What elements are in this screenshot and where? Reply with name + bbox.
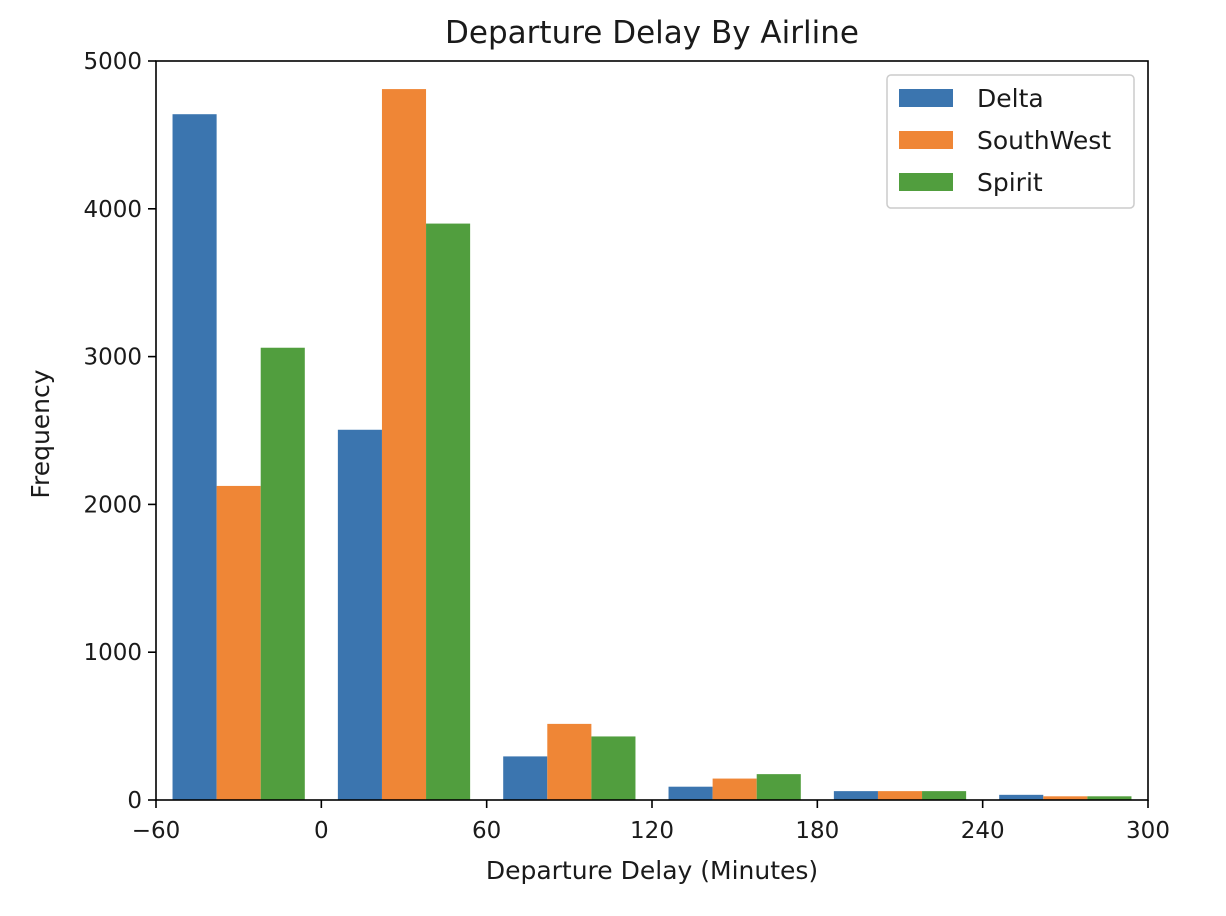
y-tick-label: 2000 [83, 492, 142, 518]
bar-delta-bin-5 [999, 794, 1044, 800]
bar-delta-bin-4 [833, 791, 878, 800]
x-tick-label: 120 [630, 818, 674, 844]
bar-southwest-bin-2 [547, 723, 592, 800]
legend-swatch-southwest [899, 131, 953, 149]
legend-label-southwest: SouthWest [977, 126, 1111, 155]
y-tick-label: 0 [127, 788, 142, 814]
legend-swatch-delta [899, 89, 953, 107]
bar-spirit-bin-0 [260, 347, 305, 800]
y-tick-label: 3000 [83, 345, 142, 371]
y-axis-ticks: 0 1000 2000 3000 4000 5000 [83, 49, 156, 814]
x-tick-label: 180 [795, 818, 839, 844]
bar-delta-bin-2 [503, 756, 548, 800]
legend-swatch-spirit [899, 173, 953, 191]
bar-southwest-bin-4 [877, 791, 923, 800]
y-tick-label: 1000 [83, 640, 142, 666]
legend-label-spirit: Spirit [977, 168, 1043, 197]
x-tick-label: −60 [132, 818, 181, 844]
bar-spirit-bin-1 [426, 223, 471, 800]
bar-spirit-bin-5 [1087, 796, 1132, 800]
x-tick-label: 0 [314, 818, 329, 844]
legend-label-delta: Delta [977, 84, 1044, 113]
bar-delta-bin-1 [337, 429, 382, 800]
bar-southwest-bin-3 [712, 778, 757, 800]
bar-southwest-bin-5 [1043, 796, 1088, 800]
bar-delta-bin-3 [668, 786, 713, 800]
bar-spirit-bin-4 [922, 791, 967, 800]
x-tick-label: 240 [961, 818, 1005, 844]
bar-southwest-bin-1 [381, 89, 427, 800]
y-tick-label: 4000 [83, 197, 142, 223]
x-axis-ticks: −60 0 60 120 180 240 300 [132, 800, 1170, 844]
bar-spirit-bin-3 [756, 774, 801, 800]
y-tick-label: 5000 [83, 49, 142, 75]
bar-delta-bin-0 [172, 114, 217, 800]
x-axis-label: Departure Delay (Minutes) [486, 856, 818, 885]
legend: Delta SouthWest Spirit [886, 74, 1135, 209]
chart-title: Departure Delay By Airline [445, 15, 859, 51]
x-tick-label: 60 [472, 818, 501, 844]
bars-group [172, 89, 1132, 800]
bar-southwest-bin-0 [216, 485, 261, 800]
bar-spirit-bin-2 [591, 736, 636, 800]
x-tick-label: 300 [1126, 818, 1170, 844]
y-axis-label: Frequency [26, 369, 55, 498]
